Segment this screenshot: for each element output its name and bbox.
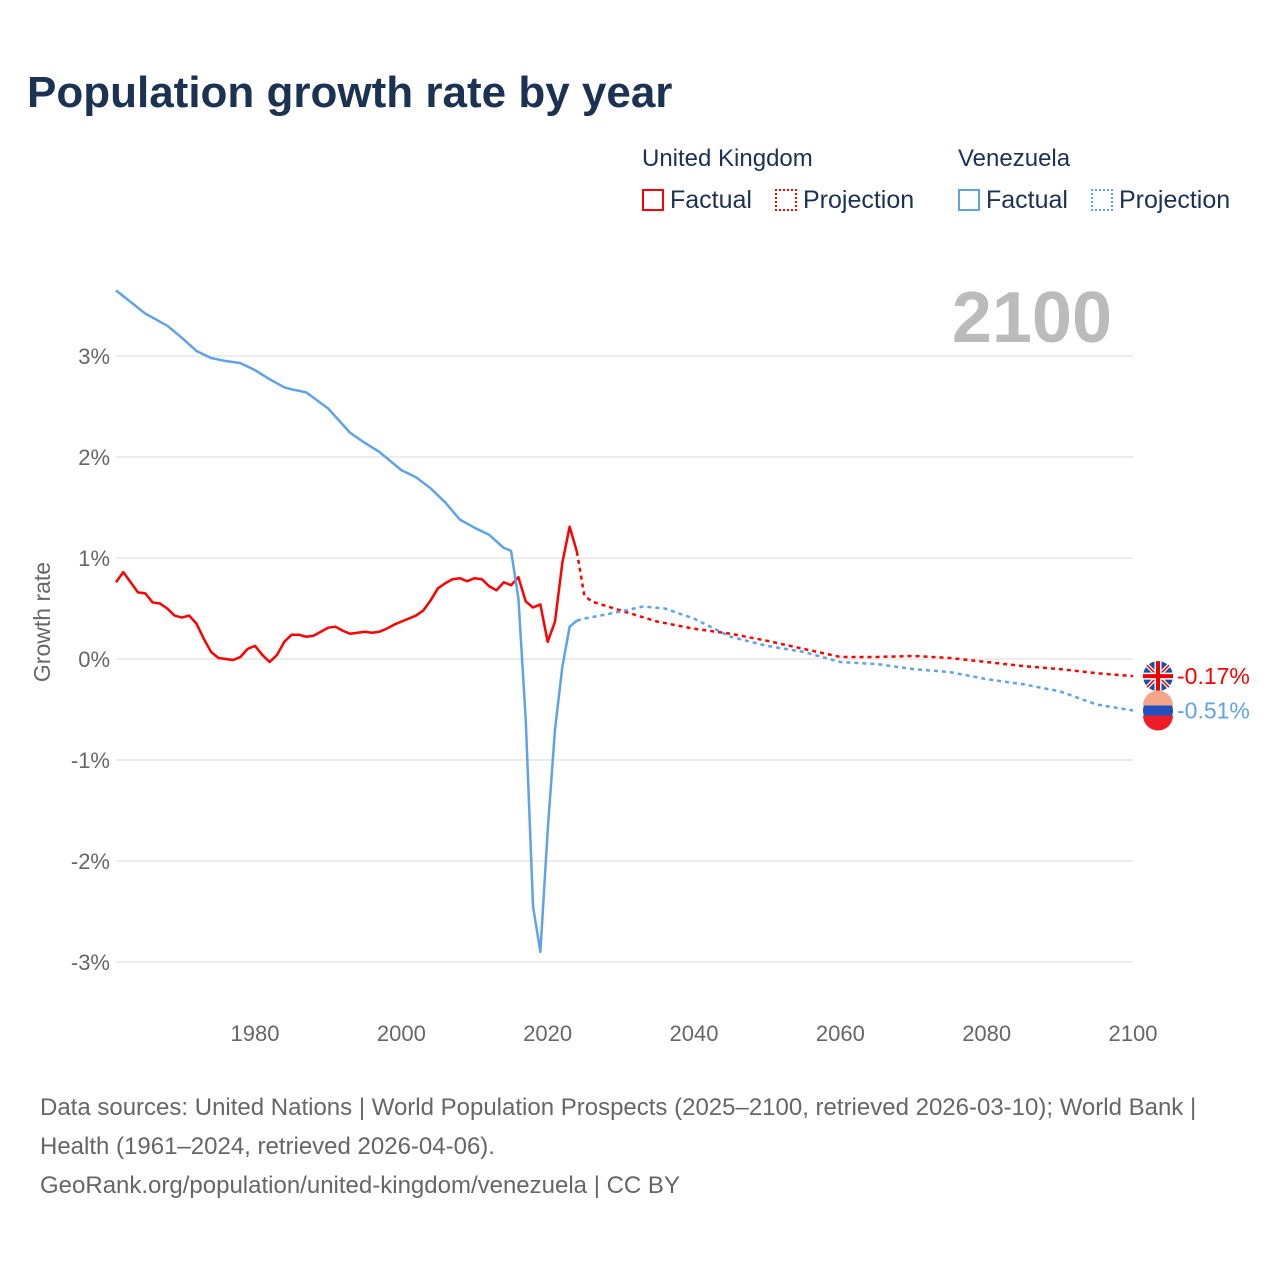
legend-group-uk: United Kingdom — [642, 145, 813, 172]
y-tick-label: -2% — [71, 849, 110, 874]
legend-group-venezuela: Venezuela — [958, 145, 1071, 172]
data-sources: Data sources: United Nations | World Pop… — [40, 1094, 1197, 1160]
legend-label: Projection — [803, 186, 915, 214]
x-tick-label: 2000 — [377, 1021, 426, 1046]
dotted-swatch-icon — [775, 189, 797, 211]
x-tick-label: 2060 — [816, 1021, 865, 1046]
y-tick-label: -1% — [71, 748, 110, 773]
legend-label: Factual — [670, 186, 752, 214]
solid-swatch-icon — [642, 189, 664, 211]
y-tick-label: 3% — [78, 344, 110, 369]
y-tick-label: 1% — [78, 546, 110, 571]
y-tick-label: 0% — [78, 647, 110, 672]
legend-uk-factual[interactable]: Factual — [642, 186, 752, 215]
legend-ve-factual[interactable]: Factual — [958, 186, 1068, 215]
chart-title: Population growth rate by year — [27, 68, 673, 117]
x-tick-label: 2080 — [962, 1021, 1011, 1046]
x-tick-label: 2020 — [523, 1021, 572, 1046]
year-watermark: 2100 — [952, 278, 1112, 358]
dotted-swatch-icon — [1091, 189, 1113, 211]
venezuela-flag-icon — [1143, 690, 1174, 731]
y-tick-label: 2% — [78, 445, 110, 470]
end-value-label: -0.17% — [1177, 663, 1250, 689]
uk-projection-line — [575, 551, 1134, 678]
end-value-label: -0.51% — [1177, 698, 1250, 724]
venezuela-projection-line — [576, 605, 1134, 712]
x-tick-label: 1980 — [231, 1021, 280, 1046]
y-tick-label: -3% — [71, 950, 110, 975]
y-axis-label: Growth rate — [29, 562, 55, 682]
x-tick-label: 2040 — [670, 1021, 719, 1046]
legend-label: Factual — [986, 186, 1068, 214]
uk-factual-line — [114, 525, 579, 664]
footer: Data sources: United Nations | World Pop… — [40, 1088, 1240, 1205]
legend-label: Projection — [1119, 186, 1231, 214]
legend-uk-projection[interactable]: Projection — [775, 186, 914, 215]
legend-ve-projection[interactable]: Projection — [1091, 186, 1230, 215]
venezuela-factual-line — [115, 289, 578, 954]
credit-link[interactable]: GeoRank.org/population/united-kingdom/ve… — [40, 1172, 680, 1199]
x-tick-label: 2100 — [1109, 1021, 1158, 1046]
solid-swatch-icon — [958, 189, 980, 211]
uk-flag-icon — [1143, 661, 1173, 692]
